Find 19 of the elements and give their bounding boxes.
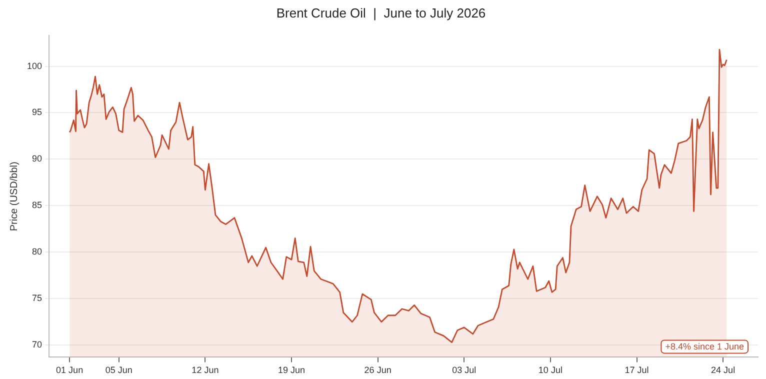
x-tick-label: 12 Jun xyxy=(192,365,219,376)
x-tick-label: 10 Jul xyxy=(538,365,562,376)
x-tick-label: 24 Jul xyxy=(711,365,736,376)
chart-title: Brent Crude Oil | June to July 2026 xyxy=(276,5,486,20)
x-tick-label: 17 Jul xyxy=(624,365,649,376)
annotation: +8.4% since 1 June xyxy=(665,342,744,352)
x-tick-label: 03 Jul xyxy=(452,365,476,376)
x-tick-label: 01 Jun xyxy=(56,365,84,376)
y-tick-label: 90 xyxy=(32,154,42,164)
x-tick-label: 19 Jun xyxy=(278,365,306,376)
y-tick-label: 80 xyxy=(32,246,42,257)
y-axis-title: Price (USD/bbl) xyxy=(8,162,20,232)
y-tick-label: 75 xyxy=(32,293,42,304)
x-tick-label: 05 Jun xyxy=(105,365,132,376)
y-tick-label: 70 xyxy=(32,340,42,350)
y-tick-label: 100 xyxy=(26,60,42,71)
y-tick-label: 95 xyxy=(32,107,42,118)
x-tick-label: 26 Jun xyxy=(364,365,392,376)
y-tick-label: 85 xyxy=(32,200,42,210)
